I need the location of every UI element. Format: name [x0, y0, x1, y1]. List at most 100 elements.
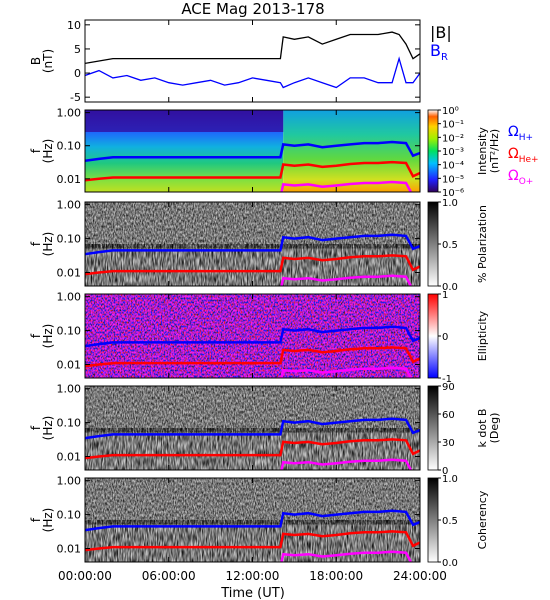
panel-2-plot-area	[85, 110, 420, 192]
y-tick-label: 0.10	[57, 233, 82, 246]
line-plot-bg	[85, 20, 420, 102]
chart-title: ACE Mag 2013-178	[181, 0, 324, 18]
omega-he-plus-line	[85, 346, 420, 368]
y-tick-label: 1.00	[57, 291, 82, 304]
colorbar-label: Coherency	[476, 490, 489, 549]
panel-5: 1.00 0.10 0.01 f(Hz) 90 60 30 0 k dot B (Deg)	[29, 382, 501, 477]
y-tick-label: 1.00	[57, 383, 82, 396]
colorbar-tick-label: 10⁻⁶	[442, 188, 464, 199]
spectrogram-right	[283, 110, 420, 192]
y-tick-label: -5	[70, 91, 81, 104]
omega-he-plus-line	[85, 254, 420, 276]
colorbar-unit: (Deg)	[488, 413, 501, 444]
omega-h-plus-line	[85, 233, 420, 256]
colorbar-tick-label: 90	[442, 382, 455, 393]
colorbar-label: k dot B	[476, 409, 489, 448]
panel-6: 1.00 0.10 0.01 f(Hz) 1.0 0.5 0.0 Coherency	[29, 474, 489, 569]
y-axis-unit: (Hz)	[41, 416, 55, 441]
colorbar-unit: (nT²/Hz)	[488, 129, 501, 173]
panel-2: 1.00 0.10 0.01 f(Hz) 10⁰ 10⁻¹ 10⁻² 10⁻³ 10⁻⁴ 10⁻⁵…	[29, 106, 539, 199]
y-tick-label: 0.01	[57, 451, 82, 464]
y-tick-label: 1.00	[57, 199, 82, 212]
gyro-legend-entry: ΩO+	[508, 168, 533, 187]
gyro-legend-subscript: H+	[519, 133, 533, 143]
panel-4-plot-area	[85, 294, 420, 378]
y-axis-unit: (Hz)	[41, 324, 55, 349]
omega-h-plus-line	[85, 140, 420, 163]
x-tick-label: 18:00:00	[309, 569, 363, 583]
omega-he-plus-line	[85, 160, 420, 182]
colorbar-tick-label: 60	[442, 410, 455, 421]
omega-o-plus-line	[280, 180, 420, 192]
y-tick-label: 0.10	[57, 509, 82, 522]
colorbar-tick-label: 10⁻³	[442, 147, 464, 158]
colorbar	[427, 109, 439, 193]
y-axis-unit: (nT)	[41, 49, 55, 73]
x-tick-label: 06:00:00	[142, 569, 196, 583]
y-tick-label: 0.01	[57, 359, 82, 372]
y-axis-unit: (Hz)	[41, 139, 55, 164]
y-axis-unit: (Hz)	[41, 232, 55, 257]
legend-entry: |B|	[430, 23, 452, 42]
colorbar-tick-label: -1	[442, 374, 452, 385]
panel-3-plot-area	[85, 202, 420, 286]
y-tick-label: 1.00	[57, 107, 82, 120]
colorbar-tick-label: 0.0	[442, 282, 458, 293]
panel-3: 1.00 0.10 0.01 f(Hz) 1.0 0.5 0.0 % Polarization	[29, 198, 489, 293]
y-tick-label: 10	[67, 19, 81, 32]
omega-h-plus-line	[85, 417, 420, 440]
y-tick-label: 0.10	[57, 417, 82, 430]
colorbar-tick-label: 0.5	[442, 240, 458, 251]
panel-4: 1.00 0.10 0.01 f(Hz) 1 0 -1 Ellipticity	[29, 290, 489, 385]
colorbar-label: Intensity	[476, 127, 489, 175]
y-axis-label: B	[29, 57, 43, 65]
gyro-legend-subscript: O+	[519, 177, 534, 187]
gyro-legend-subscript: He+	[519, 155, 539, 165]
colorbar	[427, 385, 439, 471]
panel-6-plot-area	[85, 478, 420, 562]
spectrogram-top-band	[85, 110, 284, 132]
y-axis-label: f	[29, 333, 43, 338]
heatmap-noise-top	[85, 202, 420, 249]
colorbar-tick-label: 10⁻²	[442, 133, 464, 144]
colorbar-label: Ellipticity	[476, 310, 489, 361]
panel-5-plot-area	[85, 386, 420, 470]
panel-1-plot-area	[85, 20, 420, 102]
gyro-legend-entry: ΩH+	[508, 124, 533, 143]
x-tick-label: 00:00:00	[58, 569, 112, 583]
y-tick-label: 0.10	[57, 140, 82, 153]
omega-o-plus-line	[280, 550, 420, 562]
colorbar-tick-label: 0	[442, 466, 448, 477]
series-b-total-line	[85, 31, 420, 65]
colorbar	[427, 293, 439, 379]
y-axis-label: f	[29, 148, 43, 153]
x-axis-label: Time (UT)	[220, 586, 285, 600]
colorbar-tick-label: 10⁻¹	[442, 120, 464, 131]
y-tick-label: 0.01	[57, 543, 82, 556]
colorbar-tick-label: 1	[442, 290, 448, 301]
colorbar-tick-label: 10⁰	[442, 106, 459, 117]
y-tick-label: 5	[74, 43, 81, 56]
y-tick-label: 0.10	[57, 325, 82, 338]
y-tick-label: 0.01	[57, 173, 82, 186]
omega-he-plus-line	[85, 530, 420, 552]
omega-h-plus-line	[85, 509, 420, 532]
omega-o-plus-line	[280, 274, 420, 286]
heatmap-noise-top	[85, 386, 420, 433]
y-axis-unit: (Hz)	[41, 508, 55, 533]
x-tick-label: 24:00:00	[393, 569, 447, 583]
colorbar-tick-label: 0	[442, 332, 448, 343]
heatmap-noise-top	[85, 478, 420, 525]
omega-o-plus-line	[280, 366, 420, 378]
y-axis-label: f	[29, 517, 43, 522]
colorbar-label: % Polarization	[476, 205, 489, 283]
y-tick-label: 1.00	[57, 475, 82, 488]
x-tick-label: 12:00:00	[226, 569, 280, 583]
gyro-legend-entry: ΩHe+	[508, 146, 539, 165]
ellipticity-noise	[85, 294, 420, 378]
colorbar-tick-label: 1.0	[442, 198, 458, 209]
omega-he-plus-line	[85, 438, 420, 460]
colorbar-tick-label: 0.0	[442, 558, 458, 569]
colorbar-tick-label: 30	[442, 438, 455, 449]
